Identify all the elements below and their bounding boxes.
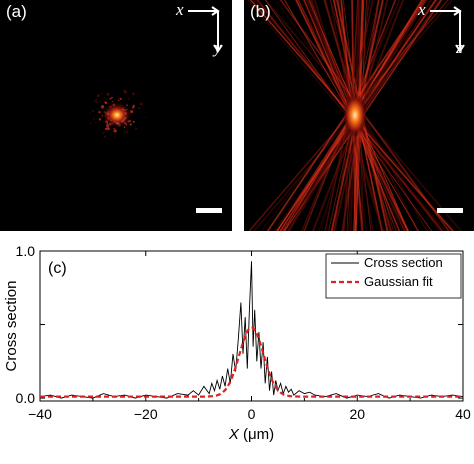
x-tick-label: 20	[349, 406, 365, 422]
scale-bar-b	[437, 208, 463, 213]
speckle-dot	[91, 110, 95, 113]
scale-bar-a	[196, 208, 222, 213]
panel-b-speckle	[247, 0, 462, 231]
speckle-dot	[119, 97, 122, 101]
speckle-dot	[105, 102, 108, 105]
speckle-dot	[132, 106, 135, 109]
speckle-dot	[123, 89, 127, 94]
axes-arrows-b	[430, 6, 465, 53]
x-axis-label: X (μm)	[228, 426, 274, 443]
panel-a-speckle	[89, 89, 147, 138]
speckle-dot	[94, 100, 97, 103]
speckle-dot	[106, 127, 110, 131]
panel-a-label: (a)	[6, 2, 27, 21]
axes-arrows-a	[188, 6, 223, 53]
axis-x-label-a: x	[176, 0, 184, 19]
speckle-dot	[95, 121, 97, 124]
panel-b-label: (b)	[250, 2, 271, 21]
axis-x-label-b: x	[418, 0, 426, 19]
focal-spot	[101, 101, 133, 129]
speckle-dot	[110, 96, 113, 99]
panel-b-image: (b) x z	[244, 0, 474, 231]
speckle-dot	[89, 122, 92, 125]
speckle-dot	[89, 112, 91, 114]
cross-section-chart: −40 −20 0 20 40 0.0 1.0 (c) X (μm) Cross section C…	[3, 243, 471, 443]
speckle-dot	[98, 118, 102, 121]
speckle-dot	[109, 97, 112, 100]
series-gaussian-fit	[40, 326, 463, 398]
speckle-dot	[100, 105, 105, 109]
axis-z-label-b: z	[456, 38, 463, 57]
speckle-dot	[132, 120, 135, 123]
speckle-dot	[135, 127, 138, 130]
axis-y-label-a: y	[214, 38, 222, 57]
y-axis-label: Cross section	[3, 281, 20, 372]
speckle-dot	[113, 129, 117, 133]
speckle-dot	[109, 128, 111, 130]
speckle-dot	[139, 102, 143, 106]
speckle-dot	[138, 107, 141, 110]
speckle-dot	[117, 99, 120, 102]
x-tick-label: 0	[248, 406, 256, 422]
speckle-dot	[106, 92, 110, 96]
x-tick-label: −20	[134, 406, 158, 422]
speckle-dot	[114, 136, 116, 138]
x-tick-label: −40	[28, 406, 52, 422]
speckle-dot	[100, 92, 103, 95]
speckle-dot	[132, 92, 135, 96]
speckle-dot	[125, 131, 128, 134]
series-cross-section	[39, 261, 464, 399]
speckle-dot	[95, 98, 98, 101]
legend-box	[325, 253, 462, 299]
speckle-dot	[98, 111, 101, 114]
focal-waist	[343, 93, 367, 137]
panel-c-label: (c)	[48, 260, 67, 277]
speckle-dot	[93, 118, 95, 120]
speckle-dot	[127, 98, 130, 100]
speckle-dot	[103, 97, 105, 99]
x-tick-label: 40	[455, 406, 471, 422]
speckle-dot	[144, 116, 147, 118]
y-tick-label: 1.0	[16, 243, 36, 259]
legend-label: Cross section	[364, 255, 443, 270]
speckle-dot	[129, 123, 132, 126]
legend-label: Gaussian fit	[364, 274, 433, 289]
speckle-dot	[102, 131, 105, 134]
y-tick-label: 0.0	[16, 390, 36, 406]
panel-a-image: (a) x y	[0, 0, 232, 231]
speckle-dot	[96, 100, 99, 104]
speckle-dot	[96, 94, 100, 98]
speckle-dot	[103, 135, 107, 138]
